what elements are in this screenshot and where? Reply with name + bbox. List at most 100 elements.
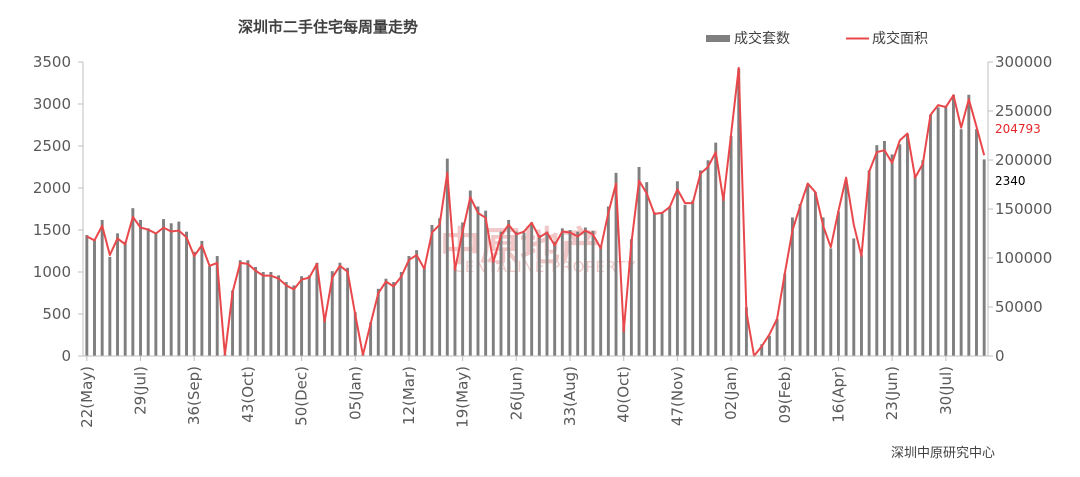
x-tick-label: 40(Oct) [615,366,633,423]
bar [116,233,119,356]
bar [507,219,511,356]
bar [952,94,955,356]
bar [100,219,104,356]
x-tick-label: 19(May) [454,366,472,428]
bar [384,278,388,356]
x-tick-label: 47(Nov) [668,366,686,426]
bar [583,227,587,356]
bar [407,256,411,356]
bar [767,335,771,356]
left-tick-label: 0 [61,347,71,365]
x-tick-label: 30(Jul) [937,366,955,415]
bar [714,142,718,356]
bar [936,107,940,356]
bar [829,248,833,356]
bar [898,144,902,356]
bar [652,212,656,356]
bar [346,267,350,356]
bar [353,312,357,356]
x-tick-label: 12(Mar) [400,366,418,425]
bar [737,68,741,356]
bar [744,307,748,356]
watermark: 中原地产 CENTALINE PROPERTY [440,224,636,276]
bar [323,315,327,356]
bar [875,145,879,356]
right-tick-label: 250000 [995,102,1052,120]
left-tick-label: 1000 [33,263,71,281]
bar [445,158,449,356]
x-tick-label: 16(Apr) [829,366,847,423]
bar [560,228,564,356]
bar [859,255,863,356]
bar [821,217,825,356]
left-tick-label: 2500 [33,137,71,155]
bar [269,272,273,356]
bar [645,182,649,356]
bar [959,129,963,356]
bar [982,159,986,356]
bar [85,235,89,356]
bar [231,290,235,356]
x-tick-label: 26(Jun) [507,366,525,420]
bar [177,221,181,356]
bar [975,129,978,356]
bar [154,233,158,356]
last-units-label: 2340 [995,174,1026,188]
right-tick-label: 200000 [995,151,1052,169]
bar [867,170,871,356]
bar [629,239,633,356]
left-tick-label: 3500 [33,53,71,71]
watermark-text-cn: 中原地产 [440,224,600,270]
bar [461,222,465,356]
area-line [86,66,986,357]
bar [537,235,541,356]
bar [545,231,549,356]
bar [139,219,142,356]
bar [146,228,150,356]
bar [775,319,779,356]
bar [254,266,258,356]
bar [637,167,641,356]
x-tick-label: 23(Jun) [883,366,901,420]
left-tick-label: 500 [42,305,71,323]
bar [399,272,403,356]
bar [606,206,610,356]
bar [108,256,112,356]
bar [906,134,909,356]
chart-title: 深圳市二手住宅每周量走势 [238,18,418,36]
bar [277,275,281,356]
right-tick-label: 100000 [995,249,1052,267]
bar [706,160,710,356]
bar [292,285,296,356]
bar [499,231,503,356]
bar [415,250,419,356]
bar [783,273,787,356]
watermark-text-en: CENTALINE PROPERTY [453,258,636,276]
right-axis: 0 50000 100000 150000 200000 250000 300000 [987,53,1052,365]
bar [798,203,802,356]
x-tick-label: 36(Sep) [185,366,203,425]
line-series-area [86,66,986,357]
bar [131,208,135,356]
bar [883,140,886,356]
bar [376,288,380,356]
bar [200,240,204,356]
bar [760,344,764,356]
bar-series-units [85,68,986,357]
bar [261,272,265,356]
bar [806,183,810,356]
bar [691,200,695,356]
bar [660,212,664,356]
right-tick-label: 150000 [995,200,1052,218]
bar [430,224,434,356]
left-axis: 0 500 1000 1500 2000 2500 3000 3500 [33,53,84,365]
bar [284,282,288,356]
bar [890,154,894,356]
bar [568,230,572,356]
bar [453,266,457,356]
left-tick-label: 3000 [33,95,71,113]
x-tick-label: 50(Dec) [293,366,311,426]
bar [614,172,618,356]
bar [438,218,442,356]
bar [307,275,311,356]
